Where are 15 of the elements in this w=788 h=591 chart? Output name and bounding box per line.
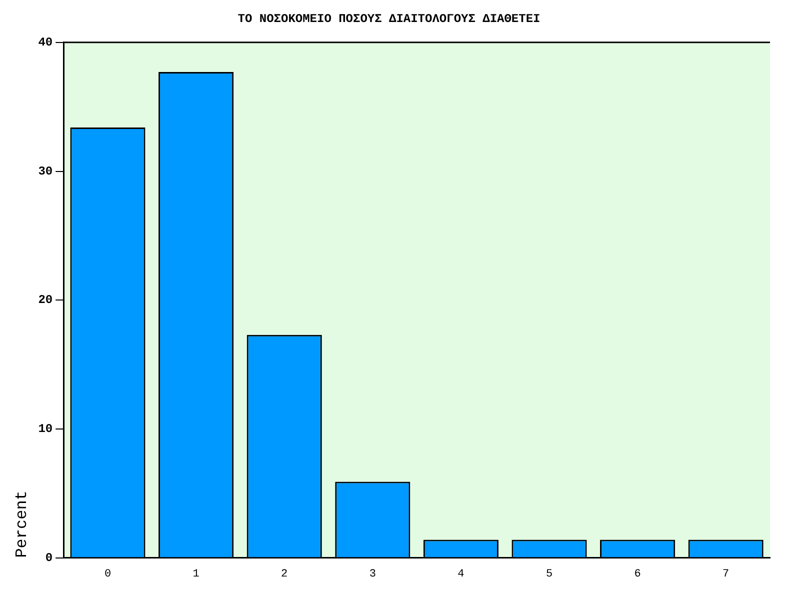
x-tick-label: 2 <box>281 568 288 580</box>
y-tick-label: 10 <box>38 422 53 436</box>
x-tick-label: 5 <box>546 568 553 580</box>
y-tick-label: 30 <box>38 164 53 178</box>
x-tick-label: 1 <box>192 568 200 580</box>
x-tick-label: 3 <box>369 568 376 580</box>
y-axis-title: Percent <box>12 490 31 558</box>
x-tick-label: 6 <box>634 568 641 580</box>
y-tick-label: 40 <box>38 35 53 50</box>
x-tick-label: 4 <box>458 568 465 580</box>
chart-title: ΤΟ ΝΟΣΟΚΟΜΕΙΟ ΠΟΣΟΥΣ ΔΙΑΙΤΟΛΟΓΟΥΣ ΔΙΑΘΕΤΕΙ <box>238 12 540 26</box>
x-tick-label: 0 <box>104 568 112 580</box>
y-tick-label: 0 <box>45 550 53 565</box>
x-tick-label: 7 <box>722 568 730 580</box>
y-tick-label: 20 <box>38 293 53 308</box>
